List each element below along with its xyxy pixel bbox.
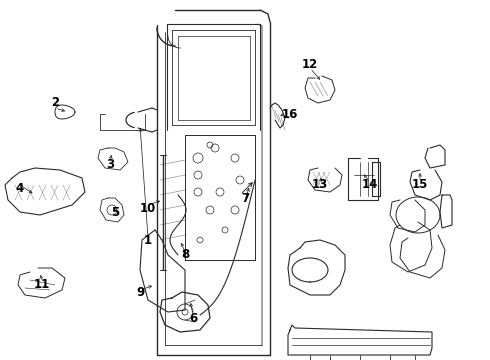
Text: 2: 2: [51, 96, 59, 109]
Text: 6: 6: [189, 311, 197, 324]
Text: 12: 12: [302, 58, 318, 72]
Text: 9: 9: [136, 287, 144, 300]
Text: 5: 5: [111, 207, 119, 220]
Text: 15: 15: [412, 179, 428, 192]
Text: 8: 8: [181, 248, 189, 261]
Text: 4: 4: [16, 181, 24, 194]
Text: 14: 14: [362, 179, 378, 192]
Text: 13: 13: [312, 179, 328, 192]
Text: 11: 11: [34, 279, 50, 292]
Text: 10: 10: [140, 202, 156, 215]
Text: 7: 7: [241, 192, 249, 204]
Text: 16: 16: [282, 108, 298, 122]
Text: 3: 3: [106, 158, 114, 171]
Text: 1: 1: [144, 234, 152, 248]
